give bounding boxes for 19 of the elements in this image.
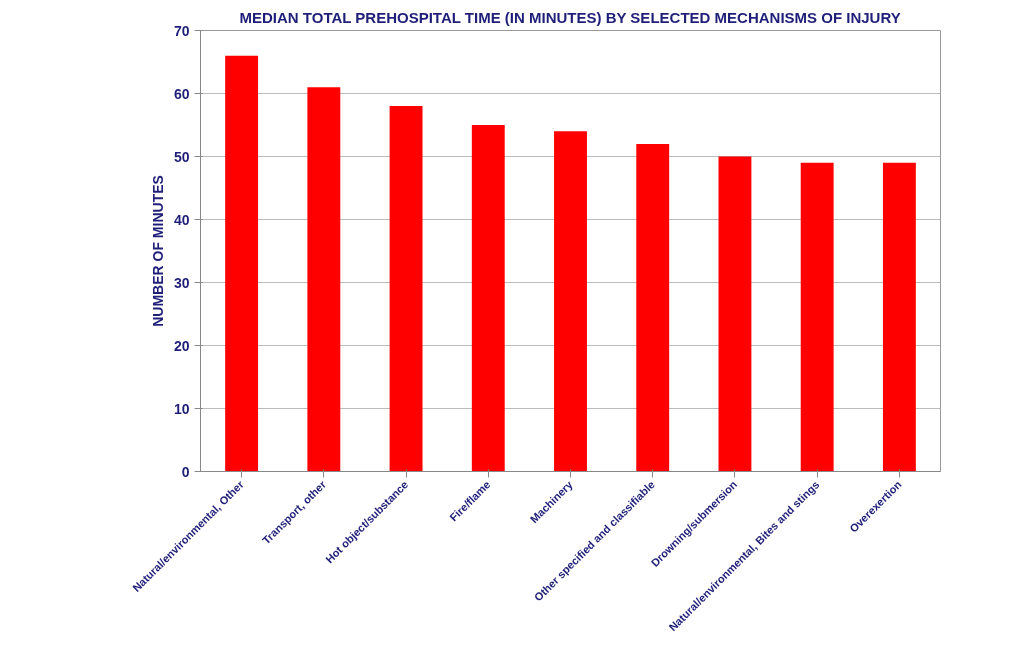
bar	[636, 143, 670, 472]
bar	[718, 156, 752, 472]
y-tick-label: 60	[173, 85, 190, 102]
y-tick-label: 40	[173, 211, 190, 228]
bar	[800, 162, 834, 472]
bar	[307, 87, 341, 472]
bar	[389, 106, 423, 472]
bar	[882, 162, 916, 472]
y-axis-title: NUMBER OF MINUTES	[149, 175, 166, 327]
y-tick-label: 20	[173, 337, 190, 354]
y-tick-label: 0	[181, 463, 190, 480]
y-tick-label: 10	[173, 400, 190, 417]
bar	[225, 55, 259, 472]
y-tick-label: 50	[173, 148, 190, 165]
y-tick-label: 30	[173, 274, 190, 291]
y-tick-label: 70	[173, 22, 190, 39]
bar	[554, 131, 587, 472]
bar	[471, 125, 505, 472]
chart-title: MEDIAN TOTAL PREHOSPITAL TIME (IN MINUTES) BY SELECTED MECHANISMS OF INJURY	[239, 8, 901, 26]
